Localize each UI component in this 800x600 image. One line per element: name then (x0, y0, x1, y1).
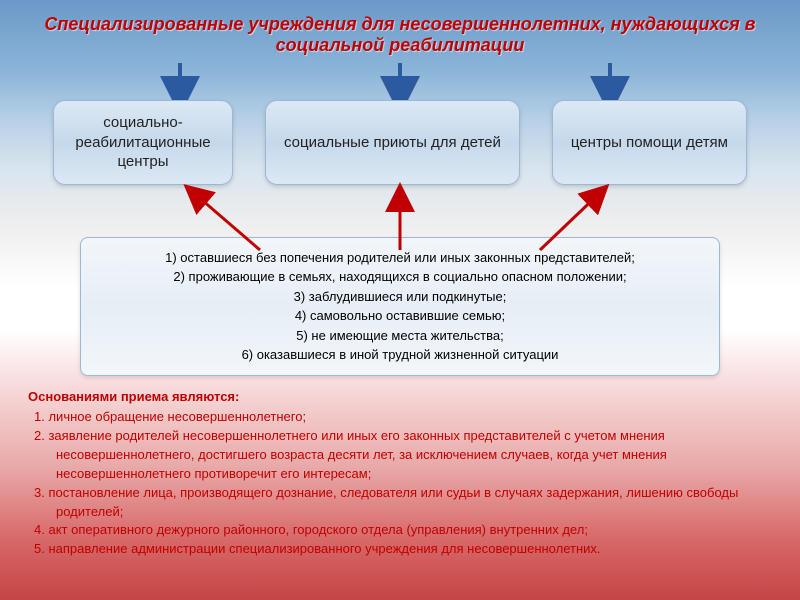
node-help-centers: центры помощи детям (552, 100, 747, 185)
ground-4: акт оперативного дежурного районного, го… (34, 521, 772, 540)
cond-5: 5) не имеющие места жительства; (95, 326, 705, 346)
cond-1: 1) оставшиеся без попечения родителей ил… (95, 248, 705, 268)
ground-3: постановление лица, производящего дознан… (34, 484, 772, 522)
node-rehab-centers: социально- реабилитационные центры (53, 100, 233, 185)
page-title: Специализированные учреждения для несове… (0, 0, 800, 60)
ground-5: направление администрации специализирова… (34, 540, 772, 559)
cond-3: 3) заблудившиеся или подкинутые; (95, 287, 705, 307)
node-row: социально- реабилитационные центры социа… (0, 100, 800, 185)
grounds-header: Основаниями приема являются: (28, 388, 772, 407)
grounds-list: личное обращение несовершеннолетнего; за… (28, 408, 772, 559)
ground-1: личное обращение несовершеннолетнего; (34, 408, 772, 427)
ground-2: заявление родителей несовершеннолетнего … (34, 427, 772, 484)
node-shelters: социальные приюты для детей (265, 100, 520, 185)
cond-6: 6) оказавшиеся в иной трудной жизненной … (95, 345, 705, 365)
cond-4: 4) самовольно оставившие семью; (95, 306, 705, 326)
conditions-box: 1) оставшиеся без попечения родителей ил… (80, 237, 720, 376)
cond-2: 2) проживающие в семьях, находящихся в с… (95, 267, 705, 287)
grounds-section: Основаниями приема являются: личное обра… (0, 376, 800, 560)
